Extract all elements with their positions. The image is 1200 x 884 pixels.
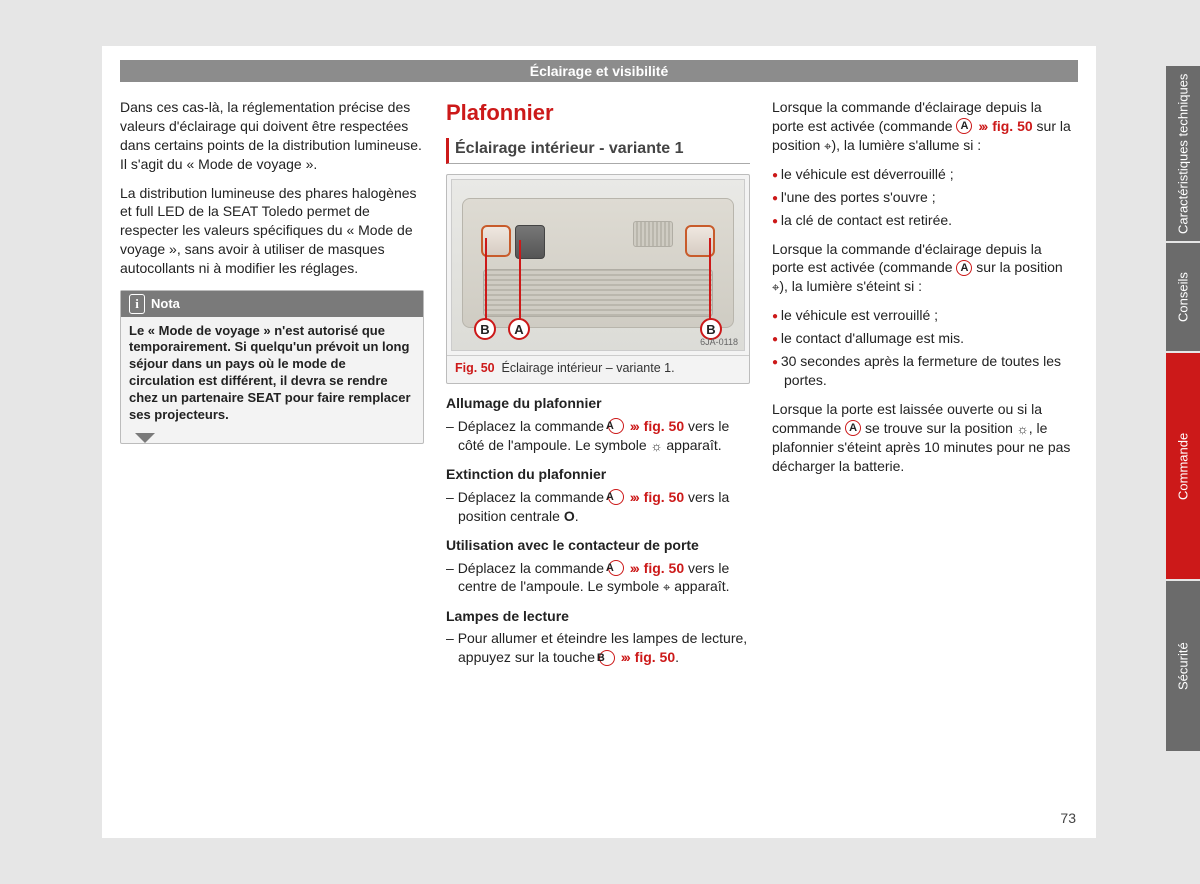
ref-a-icon: A [608, 418, 624, 434]
figure-label: Fig. 50 [455, 361, 495, 375]
figure-50: B A B 6JA-0118 Fig. 50 Éclairage intérie… [446, 174, 750, 384]
column-3: Lorsque la commande d'éclairage depuis l… [772, 98, 1076, 486]
col3-p1: Lorsque la commande d'éclairage depuis l… [772, 98, 1076, 155]
leader-line [709, 238, 711, 322]
column-1: Dans ces cas-là, la réglementation préci… [120, 98, 424, 444]
step-contacteur: Déplacez la commande A ››› fig. 50 vers … [446, 559, 750, 597]
text: sur la position [972, 259, 1062, 275]
tab-conseils[interactable]: Conseils [1166, 243, 1200, 351]
note-arrow-icon [135, 433, 155, 443]
text: Déplacez la commande [458, 560, 608, 576]
tab-securite[interactable]: Sécurité [1166, 581, 1200, 751]
light-symbol-icon: ☼ [1017, 421, 1029, 436]
info-icon: i [129, 294, 145, 314]
leader-line [519, 240, 521, 322]
light-symbol-icon: ☼ [651, 438, 663, 453]
note-header: i Nota [121, 291, 423, 317]
column-2: Plafonnier Éclairage intérieur - variant… [446, 98, 750, 677]
sub-title: Éclairage intérieur - variante 1 [446, 138, 750, 165]
text: apparaît. [670, 578, 729, 594]
chevron-icon: ››› [630, 560, 638, 576]
fig-ref[interactable]: fig. 50 [992, 118, 1032, 134]
leader-line [485, 238, 487, 322]
page: Éclairage et visibilité Dans ces cas-là,… [102, 46, 1096, 838]
bullet: l'une des portes s'ouvre ; [772, 188, 1076, 207]
figure-image: B A B 6JA-0118 [451, 179, 745, 351]
grille [483, 269, 713, 317]
heading-extinction: Extinction du plafonnier [446, 465, 750, 484]
figure-caption-text: Éclairage intérieur – variante 1. [502, 361, 675, 375]
callout-b: B [474, 318, 496, 340]
col3-p3: Lorsque la porte est laissée ouverte ou … [772, 400, 1076, 476]
text: Déplacez la commande [458, 489, 608, 505]
heading-lampes: Lampes de lecture [446, 607, 750, 626]
page-number: 73 [1060, 810, 1076, 826]
ref-a-icon: A [956, 118, 972, 134]
tab-commande[interactable]: Commande [1166, 353, 1200, 579]
side-tabs: Caractéristiques techniques Conseils Com… [1096, 46, 1200, 838]
section-title: Plafonnier [446, 98, 750, 128]
note-box: i Nota Le « Mode de voyage » n'est autori… [120, 290, 424, 444]
col1-p2: La distribution lumineuse des phares hal… [120, 184, 424, 278]
note-body: Le « Mode de voyage » n'est autorisé que… [121, 317, 423, 434]
heading-allumage: Allumage du plafonnier [446, 394, 750, 413]
ref-a-icon: A [608, 489, 624, 505]
figure-caption: Fig. 50 Éclairage intérieur – variante 1… [447, 355, 749, 383]
chevron-icon: ››› [630, 418, 638, 434]
page-header: Éclairage et visibilité [120, 60, 1078, 82]
chevron-icon: ››› [621, 649, 629, 665]
ref-a-icon: A [956, 260, 972, 276]
bullet: le véhicule est verrouillé ; [772, 306, 1076, 325]
bullet: 30 secondes après la fermeture de toutes… [772, 352, 1076, 390]
tab-caracteristiques[interactable]: Caractéristiques techniques [1166, 66, 1200, 241]
heading-contacteur: Utilisation avec le contacteur de porte [446, 536, 750, 555]
step-lampes: Pour allumer et éteindre les lampes de l… [446, 629, 750, 667]
ref-a-icon: A [608, 560, 624, 576]
text: se trouve sur la position [861, 420, 1017, 436]
step-allumage: Déplacez la commande A ››› fig. 50 vers … [446, 417, 750, 455]
console-panel [462, 198, 734, 328]
fig-ref[interactable]: fig. 50 [644, 560, 684, 576]
note-title: Nota [151, 296, 180, 311]
chevron-icon: ››› [978, 118, 986, 134]
bullet: le contact d'allumage est mis. [772, 329, 1076, 348]
step-extinction: Déplacez la commande A ››› fig. 50 vers … [446, 488, 750, 526]
text: apparaît. [662, 437, 721, 453]
text: . [675, 649, 679, 665]
fig-ref[interactable]: fig. 50 [635, 649, 675, 665]
col1-p1: Dans ces cas-là, la réglementation préci… [120, 98, 424, 174]
vent-icon [633, 221, 673, 247]
fig-ref[interactable]: fig. 50 [644, 418, 684, 434]
chevron-icon: ››› [630, 489, 638, 505]
text: . [575, 508, 579, 524]
text: ), la lumière s'éteint si : [779, 278, 922, 294]
text: Déplacez la commande [458, 418, 608, 434]
text: ), la lumière s'allume si : [831, 137, 981, 153]
bullet: le véhicule est déverrouillé ; [772, 165, 1076, 184]
center-o: O [564, 508, 575, 524]
fig-ref[interactable]: fig. 50 [644, 489, 684, 505]
bullet: la clé de contact est retirée. [772, 211, 1076, 230]
ref-a-icon: A [845, 420, 861, 436]
callout-a: A [508, 318, 530, 340]
image-code: 6JA-0118 [700, 336, 738, 348]
col3-p2: Lorsque la commande d'éclairage depuis l… [772, 240, 1076, 297]
ref-b-icon: B [599, 650, 615, 666]
